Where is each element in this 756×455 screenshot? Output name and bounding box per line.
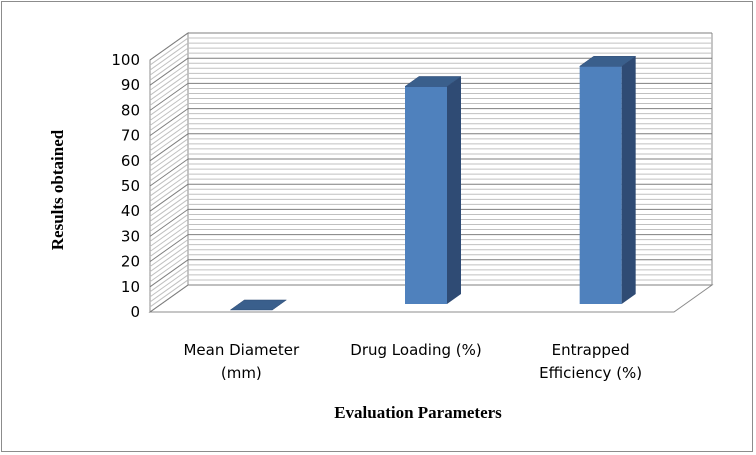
side-gridline [149, 234, 189, 263]
bar-top [404, 76, 462, 87]
side-gridline [149, 133, 189, 162]
y-tick-label: 30 [121, 227, 140, 245]
side-minor-gridline [149, 153, 189, 182]
side-gridline [149, 32, 189, 61]
side-minor-gridline [149, 113, 189, 142]
bar-side [447, 76, 461, 305]
side-minor-gridline [149, 62, 189, 91]
y-tick-label: 60 [121, 152, 140, 170]
side-minor-gridline [149, 193, 189, 222]
x-tick-label: Mean Diameter (mm) [183, 341, 299, 382]
side-gridline [149, 82, 189, 111]
y-tick-labels: 0 10 20 30 40 50 60 70 80 90 100 [111, 51, 140, 321]
side-minor-gridline [149, 88, 189, 116]
y-tick-label: 20 [121, 253, 140, 271]
x-tick-label-line: Drug Loading (%) [350, 341, 481, 359]
side-minor-gridline [149, 128, 189, 157]
y-tick-label: 100 [111, 51, 140, 69]
side-minor-gridline [149, 274, 189, 303]
side-gridline [149, 108, 189, 137]
x-tick-label-line: (mm) [221, 364, 262, 382]
bar [578, 56, 637, 304]
side-minor-gridline [149, 229, 189, 257]
y-tick-label: 80 [121, 101, 140, 119]
x-tick-label: Entrapped Efficiency (%) [539, 341, 642, 382]
bar-top [578, 56, 637, 67]
y-axis-title: Results obtained [48, 129, 67, 250]
bars [229, 56, 637, 311]
side-minor-gridline [149, 178, 189, 207]
side-minor-gridline [149, 37, 189, 66]
side-minor-gridline [149, 103, 189, 131]
side-minor-gridline [149, 219, 189, 247]
side-minor-gridline [149, 244, 189, 273]
side-minor-gridline [149, 168, 189, 197]
x-tick-label-line: Mean Diameter [183, 341, 299, 359]
y-tick-label: 10 [121, 278, 140, 296]
side-minor-gridline [149, 264, 189, 293]
x-tick-label-line: Entrapped [552, 341, 630, 359]
y-tick-label: 50 [121, 177, 140, 195]
side-gridline [149, 284, 189, 313]
side-minor-gridline [149, 143, 189, 172]
category-labels: Mean Diameter (mm) Drug Loading (%) Entrapp… [183, 341, 642, 382]
bar-side [621, 56, 636, 304]
side-minor-gridline [149, 198, 189, 227]
side-minor-gridline [149, 214, 189, 242]
side-minor-gridline [149, 77, 189, 106]
side-minor-gridline [149, 249, 189, 278]
bar [404, 76, 462, 305]
bar [229, 299, 288, 311]
x-tick-label-line: Efficiency (%) [539, 364, 642, 382]
side-minor-gridline [149, 279, 189, 308]
side-minor-gridline [149, 254, 189, 283]
side-minor-gridline [149, 123, 189, 152]
side-minor-gridline [149, 148, 189, 177]
side-minor-gridline [149, 188, 189, 217]
side-minor-gridline [149, 93, 189, 121]
x-axis-title: Evaluation Parameters [334, 403, 502, 422]
side-minor-gridline [149, 224, 189, 252]
side-minor-gridline [149, 52, 189, 81]
bar-top [229, 299, 288, 311]
y-tick-label: 0 [130, 303, 140, 321]
side-minor-gridline [149, 239, 189, 268]
side-minor-gridline [149, 98, 189, 126]
side-minor-gridline [149, 163, 189, 192]
side-minor-gridline [149, 138, 189, 167]
side-minor-gridline [149, 72, 189, 101]
side-minor-gridline [149, 173, 189, 202]
bar-front [579, 66, 622, 304]
y-tick-label: 70 [121, 127, 140, 145]
side-minor-gridline [149, 47, 189, 76]
side-gridline [149, 259, 189, 288]
y-tick-label: 90 [121, 76, 140, 94]
y-tick-label: 40 [121, 202, 140, 220]
side-minor-gridline [149, 67, 189, 96]
side-gridline [149, 158, 189, 187]
x-tick-label: Drug Loading (%) [350, 341, 481, 359]
side-minor-gridline [149, 269, 189, 298]
bar-front [405, 86, 447, 305]
side-gridline [149, 183, 189, 212]
side-minor-gridline [149, 42, 189, 71]
side-minor-gridline [149, 118, 189, 147]
side-gridline [149, 208, 189, 237]
side-gridline [149, 57, 189, 86]
side-minor-gridline [149, 203, 189, 232]
